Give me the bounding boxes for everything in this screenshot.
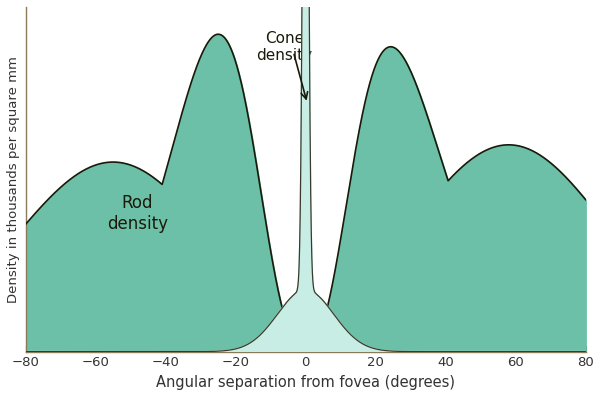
Text: Cone
density: Cone density — [257, 31, 313, 64]
Text: Rod
density: Rod density — [107, 195, 168, 233]
Y-axis label: Density in thousands per square mm: Density in thousands per square mm — [7, 56, 20, 303]
X-axis label: Angular separation from fovea (degrees): Angular separation from fovea (degrees) — [156, 375, 455, 390]
